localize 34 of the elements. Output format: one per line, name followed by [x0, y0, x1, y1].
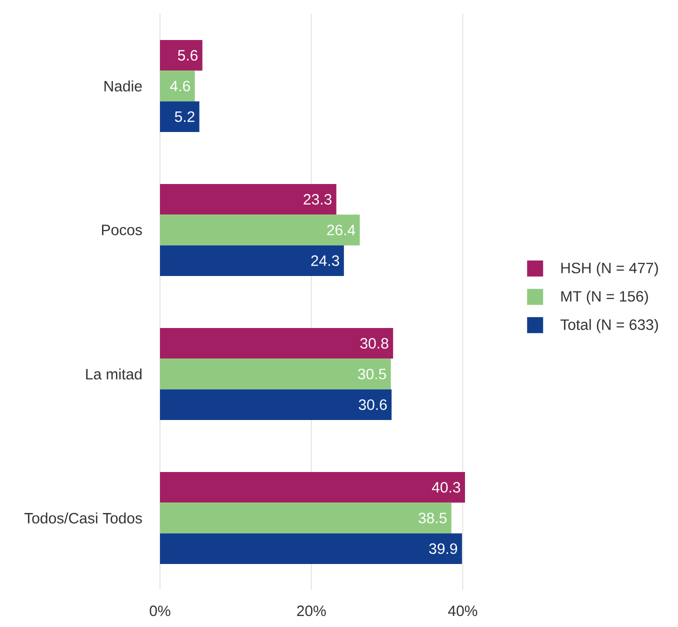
data-label: 5.2 [174, 111, 194, 122]
x-tick-label: 0% [150, 606, 170, 616]
data-label: 30.6 [358, 399, 387, 410]
data-label: 39.9 [429, 543, 458, 554]
y-tick-label: Pocos [102, 224, 142, 236]
x-tick-label: 40% [448, 606, 478, 616]
data-label: 40.3 [432, 482, 460, 493]
y-tick-label: Nadie [104, 80, 142, 92]
bar [160, 389, 392, 420]
bar [160, 502, 452, 534]
data-label: 4.6 [170, 80, 190, 92]
bar [160, 472, 466, 503]
legend-label: Total (N = 633) [560, 318, 658, 333]
bar [160, 184, 336, 215]
data-label: 30.5 [358, 368, 386, 380]
data-label: 26.4 [327, 224, 356, 236]
bar [160, 214, 360, 246]
bar [160, 70, 195, 102]
data-label: 24.3 [311, 255, 340, 266]
bar [160, 328, 394, 359]
data-label: 38.5 [418, 512, 447, 524]
data-label: 30.8 [360, 338, 388, 349]
bar [160, 245, 344, 276]
bar [160, 101, 200, 132]
legend-label: MT (N = 156) [561, 290, 648, 305]
data-label: 5.6 [178, 50, 198, 61]
y-tick-label: La mitad [86, 368, 142, 380]
bar [160, 40, 202, 71]
y-tick-label: Todos/Casi Todos [24, 512, 142, 524]
data-label: 23.3 [304, 194, 332, 205]
legend-label: HSH (N = 477) [561, 262, 658, 276]
bar [160, 533, 462, 564]
bar [160, 358, 391, 390]
x-tick-label: 20% [297, 606, 326, 616]
